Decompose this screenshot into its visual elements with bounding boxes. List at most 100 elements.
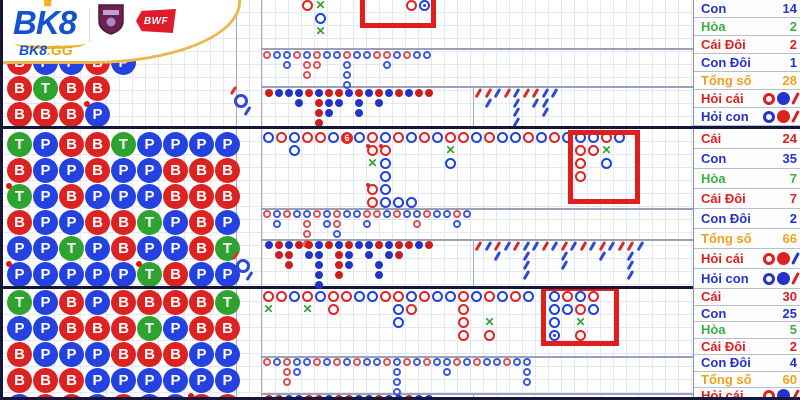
- small-road-dot-icon: [345, 261, 353, 269]
- big-road-circle-icon: [510, 291, 521, 302]
- cockroach-road-slash-icon: [474, 241, 482, 251]
- small-road-dot-icon: [355, 395, 363, 397]
- stat-row-tổng-số: Tổng số 60: [694, 371, 800, 388]
- bead-cell: P: [33, 184, 58, 209]
- big-eye-road-ring-icon: [343, 210, 351, 218]
- big-road-circle-icon: [562, 304, 573, 315]
- stat-label: Con: [701, 1, 727, 16]
- slash-blue-icon: [243, 105, 252, 117]
- bead-cell: B: [59, 184, 84, 209]
- disc-red-icon: [777, 110, 790, 123]
- small-road-dot-icon: [415, 395, 423, 397]
- big-road-circle-icon: [406, 304, 417, 315]
- small-road-dot-icon: [335, 395, 343, 397]
- table-roadmap-3[interactable]: TPBPBBBBTPPBBBTPBBBPPPBBBPPBBBPPPPPPPBBP…: [3, 286, 800, 397]
- cockroach-road-slash-icon: [626, 260, 634, 270]
- bk8-logo[interactable]: BK8 ♛: [13, 0, 85, 49]
- bead-cell: P: [7, 262, 32, 287]
- big-eye-road-ring-icon: [413, 210, 421, 218]
- small-road-dot-icon: [385, 241, 393, 249]
- big-eye-road-ring-icon: [263, 51, 271, 59]
- stat-row-hoi-cai[interactable]: Hỏi cái: [694, 90, 800, 108]
- big-road-circle-icon: [366, 183, 378, 195]
- bead-cell: T: [59, 236, 84, 261]
- bead-cell: B: [59, 102, 84, 126]
- big-road-circle-icon: [367, 291, 378, 302]
- big-road-circle-icon: [406, 197, 417, 208]
- bead-cell: T: [215, 290, 240, 315]
- cockroach-road-slash-icon: [484, 97, 492, 108]
- stat-value: 5: [789, 322, 797, 338]
- small-road-dot-icon: [375, 99, 383, 107]
- cockroach-road-slash-icon: [522, 269, 530, 280]
- big-eye-road-ring-icon: [453, 220, 461, 228]
- prediction-icons[interactable]: [761, 272, 800, 285]
- cockroach-road-slash-icon: [484, 241, 492, 251]
- big-eye-road-ring-icon: [343, 61, 351, 69]
- small-road-dot-icon: [415, 89, 423, 97]
- bead-cell: B: [215, 394, 240, 397]
- cockroach-road-slash-icon: [522, 260, 530, 270]
- small-road-dot-icon: [315, 261, 323, 269]
- bead-cell: B: [85, 76, 110, 101]
- stat-row-hoi-con[interactable]: Hỏi con: [694, 108, 800, 126]
- cockroach-road-slash-icon: [560, 241, 568, 251]
- cockroach-road-slash-icon: [503, 88, 511, 98]
- road-divider: [261, 208, 693, 210]
- bead-cell: P: [59, 342, 84, 367]
- bead-cell: P: [33, 342, 58, 367]
- bk8gg-wordmark[interactable]: BK8.GG: [19, 42, 73, 58]
- bead-cell: P: [33, 210, 58, 235]
- bead-cell: B: [59, 368, 84, 393]
- bead-cell: B: [33, 102, 58, 126]
- prediction-icons[interactable]: [761, 110, 800, 123]
- disc-blue-icon: [777, 272, 790, 285]
- big-eye-road-ring-icon: [423, 51, 431, 59]
- slash-red-icon: [229, 85, 238, 96]
- stat-label: Con Đôi: [701, 211, 751, 226]
- cockroach-road-slash-icon: [617, 241, 625, 251]
- cockroach-road-slash-icon: [541, 97, 549, 108]
- small-road-dot-icon: [275, 251, 283, 259]
- stat-label: Hỏi cái: [701, 91, 744, 106]
- big-eye-road-ring-icon: [263, 210, 271, 218]
- prediction-icons[interactable]: [761, 252, 800, 265]
- road-divider: [261, 356, 693, 358]
- prediction-icon[interactable]: [229, 85, 255, 118]
- stat-row-hoi-cai[interactable]: Hỏi cái: [694, 249, 800, 269]
- small-road-dot-icon: [405, 89, 413, 97]
- big-eye-road-ring-icon: [393, 378, 401, 386]
- bead-cell: T: [7, 184, 32, 209]
- stat-label: Cái Đôi: [701, 338, 746, 354]
- bead-cell: P: [137, 236, 162, 261]
- prediction-icons[interactable]: [761, 389, 800, 397]
- pair-dot-icon: [6, 183, 12, 189]
- stat-label: Tổng số: [701, 371, 752, 387]
- road-divider: [261, 48, 693, 50]
- prediction-icons[interactable]: [761, 92, 800, 105]
- small-road-dot-icon: [365, 241, 373, 249]
- small-road-dot-icon: [315, 241, 323, 249]
- stat-label: Con: [701, 151, 727, 166]
- big-eye-road-ring-icon: [293, 358, 301, 366]
- big-eye-road-ring-icon: [393, 358, 401, 366]
- small-road-dot-icon: [405, 241, 413, 249]
- stat-value: 30: [782, 289, 797, 305]
- big-road-circle-icon: [393, 304, 404, 315]
- stat-row-hoi-con[interactable]: Hỏi con: [694, 269, 800, 289]
- prediction-icon[interactable]: [231, 250, 257, 283]
- big-eye-road-ring-icon: [323, 210, 331, 218]
- big-road-circle-icon: [484, 291, 495, 302]
- cockroach-road-slash-icon: [579, 241, 587, 251]
- big-eye-road-ring-icon: [333, 210, 341, 218]
- big-road-circle-icon: [366, 144, 378, 156]
- bead-cell: B: [189, 210, 214, 235]
- big-eye-road-ring-icon: [363, 358, 371, 366]
- small-road-dot-icon: [315, 395, 323, 397]
- big-eye-road-ring-icon: [333, 358, 341, 366]
- stat-row-con: Con 25: [694, 306, 800, 322]
- bead-cell: B: [7, 368, 32, 393]
- big-eye-road-ring-icon: [303, 230, 311, 238]
- stat-row-hoi-cai[interactable]: Hỏi cái: [694, 388, 800, 397]
